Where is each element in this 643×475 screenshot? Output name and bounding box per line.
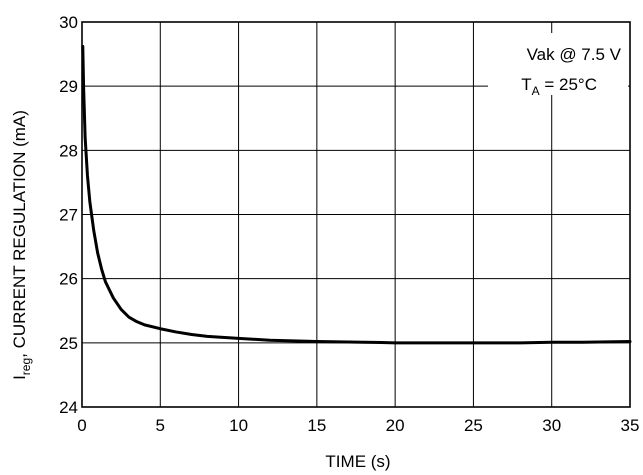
y-tick-label: 29 [59,77,78,96]
y-axis-title-rest: , CURRENT REGULATION (mA) [10,110,29,358]
annotation-line-2-rest: = 25°C [540,75,597,94]
annotation-line-2-main: T [521,75,531,94]
series-line [81,44,632,345]
y-axis-title: Ireg, CURRENT REGULATION (mA) [10,110,33,380]
x-tick-label: 20 [386,416,405,435]
annotation-line-2: TA = 25°C [521,75,597,98]
annotation-line-1: Vak @ 7.5 V [527,45,622,64]
annotation-box: Vak @ 7.5 V TA = 25°C [488,33,628,98]
x-tick-label: 15 [307,416,326,435]
y-axis-title-sub: reg [19,358,33,375]
x-tick-label: 35 [621,416,640,435]
plot-frame [81,21,631,408]
x-tick-label: 30 [542,416,561,435]
annotation-background [488,33,628,95]
y-tick-label: 28 [59,141,78,160]
y-axis-title-main: I [10,375,29,380]
x-tick-label: 10 [229,416,248,435]
x-tick-label: 0 [77,416,86,435]
y-tick-label: 30 [59,13,78,32]
x-tick-label: 5 [156,416,165,435]
y-tick-label: 26 [59,270,78,289]
y-tick-label: 24 [59,398,78,417]
y-tick-label: 25 [59,334,78,353]
y-tick-labels: 24 25 26 27 28 29 30 [59,13,78,417]
x-tick-labels: 0 5 10 15 20 25 30 35 [77,416,639,435]
annotation-line-2-sub: A [532,84,540,98]
y-tick-label: 27 [59,206,78,225]
x-axis-title: TIME (s) [325,452,390,471]
series-layer [81,44,632,345]
x-tick-label: 25 [464,416,483,435]
